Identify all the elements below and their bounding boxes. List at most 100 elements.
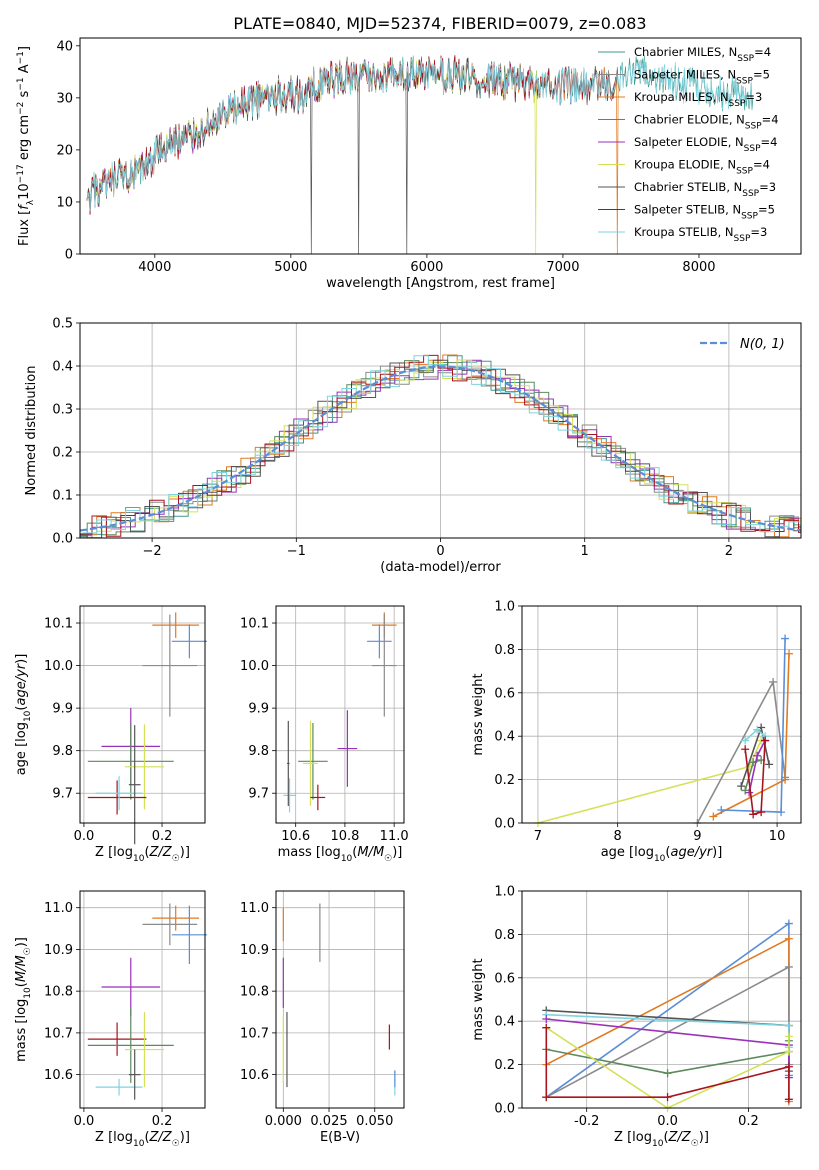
y-tick-label: 40 bbox=[56, 39, 73, 54]
weight-marker bbox=[749, 810, 758, 819]
label-part: −2 bbox=[16, 102, 26, 115]
y-tick-label: 0.4 bbox=[494, 1015, 515, 1030]
weight-marker bbox=[709, 812, 718, 821]
residuals-ylabel: Normed distribution bbox=[24, 366, 39, 496]
label-part: −1 bbox=[16, 51, 26, 64]
label-part: ☉ bbox=[172, 1139, 180, 1149]
age_vs_mass-axes: 10.6 10.8 11.0 9.7 9.8 9.9 10.0 10.1 bbox=[240, 606, 409, 844]
x-tick-label: 10.6 bbox=[281, 829, 310, 844]
mass_vs_z-axes: 0.0 0.2 10.6 10.7 10.8 10.9 11.0 bbox=[44, 891, 205, 1129]
weight-marker bbox=[663, 1093, 672, 1102]
label-part: =3 bbox=[750, 225, 767, 239]
label-part: Z/Z bbox=[668, 1130, 692, 1145]
x-tick-label: 2 bbox=[725, 544, 733, 559]
label-part: erg cm bbox=[17, 115, 32, 164]
label-part: SSP bbox=[744, 144, 761, 154]
y-tick-label: 0.0 bbox=[494, 1102, 515, 1117]
label-part: ( bbox=[352, 845, 357, 860]
x-tick-label: −2 bbox=[143, 544, 162, 559]
weight-marker bbox=[784, 1032, 793, 1041]
y-tick-label: 10.8 bbox=[44, 985, 73, 1000]
error-bar-point bbox=[303, 720, 318, 806]
y-tick-label: 10.8 bbox=[240, 985, 269, 1000]
label-part: Z [log bbox=[95, 845, 133, 860]
y-tick-label: 9.9 bbox=[52, 702, 73, 717]
label-part: ( bbox=[14, 706, 29, 711]
label-part: =3 bbox=[759, 180, 776, 194]
age_vs_z-ylabel: age [log10(age/yr)] bbox=[14, 654, 33, 776]
label-part: SSP bbox=[742, 189, 759, 199]
weight-marker bbox=[753, 725, 762, 734]
weight-series-line bbox=[545, 1027, 790, 1109]
label-part: wavelength [Angstrom, rest frame] bbox=[326, 276, 555, 291]
x-tick-label: 0.0 bbox=[74, 1114, 95, 1129]
residual-histogram bbox=[80, 354, 801, 537]
label-part: ] bbox=[17, 46, 32, 51]
x-tick-label: 4000 bbox=[138, 260, 171, 275]
spectrum-axes: 4000 5000 6000 7000 8000 0 10 20 30 40 bbox=[56, 39, 715, 275]
y-tick-label: 10.6 bbox=[240, 1068, 269, 1083]
label-part: ☉ bbox=[384, 854, 392, 864]
label-part: Kroupa STELIB, N bbox=[634, 225, 734, 239]
label-part: Z [log bbox=[614, 1130, 652, 1145]
x-tick-label: 0.2 bbox=[152, 1114, 173, 1129]
label-part: SSP bbox=[736, 77, 753, 87]
x-tick-label: 0.0 bbox=[657, 1114, 678, 1129]
label-part: age/yr bbox=[670, 845, 713, 860]
label-part: SSP bbox=[734, 234, 751, 244]
label-part: SSP bbox=[729, 99, 746, 109]
x-tick-label: 0 bbox=[436, 544, 444, 559]
weight-marker bbox=[757, 808, 766, 817]
x-tick-label: 10.8 bbox=[330, 829, 359, 844]
y-tick-label: 0.2 bbox=[494, 1058, 515, 1073]
weight-marker bbox=[784, 1095, 793, 1104]
label-part: =5 bbox=[758, 203, 775, 217]
weight_vs_age-xlabel: age [log10(age/yr)] bbox=[601, 845, 723, 864]
y-tick-label: 30 bbox=[56, 91, 73, 106]
label-part: age/yr bbox=[14, 662, 29, 705]
weight_vs_age-frame bbox=[521, 605, 802, 824]
label-part: mass [log bbox=[14, 999, 29, 1062]
mass_vs_z-xlabel: Z [log10(Z/Z☉)] bbox=[95, 1130, 190, 1149]
label-part: =4 bbox=[761, 135, 778, 149]
y-tick-label: 0.4 bbox=[52, 360, 73, 375]
weight-marker bbox=[542, 1023, 551, 1032]
mass_vs_ebv-points bbox=[282, 903, 396, 1096]
spectrum-frame bbox=[79, 37, 802, 255]
weight-marker bbox=[785, 649, 794, 658]
label-part: ( bbox=[665, 845, 670, 860]
error-bar-point bbox=[310, 784, 326, 811]
label-part: 10 bbox=[652, 1139, 664, 1149]
label-part: Z [log bbox=[95, 1130, 133, 1145]
x-tick-label: 0.0 bbox=[74, 829, 95, 844]
weight_vs_age-lines bbox=[533, 634, 794, 827]
label-part: ( bbox=[144, 1130, 149, 1145]
label-part: =4 bbox=[753, 158, 770, 172]
y-tick-label: 1.0 bbox=[494, 885, 515, 900]
residual-histogram bbox=[82, 354, 801, 538]
error-bar-point bbox=[283, 778, 296, 813]
y-tick-label: 9.7 bbox=[52, 787, 73, 802]
weight-marker bbox=[777, 808, 786, 817]
label-part: Normed distribution bbox=[24, 366, 39, 496]
y-tick-label: 0.0 bbox=[494, 817, 515, 832]
y-tick-label: 9.8 bbox=[52, 744, 73, 759]
label-part: M/M bbox=[14, 955, 29, 982]
normal-curve bbox=[80, 365, 801, 532]
label-part: Salpeter MILES, N bbox=[634, 68, 736, 82]
y-tick-label: 10.1 bbox=[240, 617, 269, 632]
label-part: ☉ bbox=[691, 1139, 699, 1149]
label-part: ( bbox=[14, 982, 29, 987]
label-part: λ bbox=[26, 199, 36, 205]
label-part: age [log bbox=[601, 845, 654, 860]
y-tick-label: 1.0 bbox=[494, 600, 515, 615]
weight-marker bbox=[784, 1062, 793, 1071]
y-tick-label: 10.7 bbox=[44, 1026, 73, 1041]
error-bar-point bbox=[87, 1022, 147, 1056]
y-tick-label: 10.0 bbox=[240, 659, 269, 674]
y-tick-label: 10.9 bbox=[240, 943, 269, 958]
mass_vs_ebv-axes: 0.000 0.025 0.050 10.6 10.7 10.8 10.9 11.0 bbox=[240, 891, 404, 1129]
label-part: SSP bbox=[741, 212, 758, 222]
label-part: 10 bbox=[341, 854, 353, 864]
